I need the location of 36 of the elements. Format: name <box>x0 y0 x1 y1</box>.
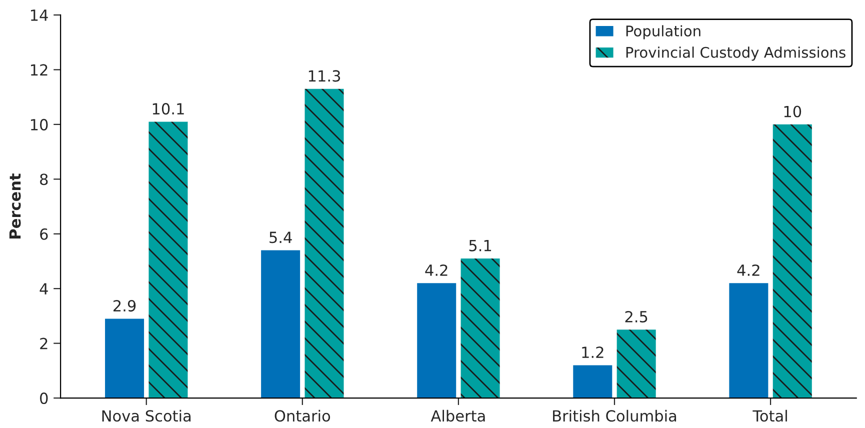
bar <box>148 122 188 398</box>
y-tick-label: 4 <box>40 283 48 294</box>
data-label: 2.9 <box>113 300 136 312</box>
y-axis-title: Percent <box>9 174 21 238</box>
x-tick-label: Nova Scotia <box>102 410 191 422</box>
y-tick-label: 12 <box>30 64 48 76</box>
data-label: 10.1 <box>152 103 184 115</box>
bar <box>105 318 144 398</box>
data-label: 10 <box>784 106 802 118</box>
legend-label: Provincial Custody Admissions <box>626 46 846 61</box>
bar <box>460 258 500 398</box>
y-tick-label: 8 <box>40 174 48 186</box>
legend-label: Population <box>626 25 700 40</box>
bar <box>616 330 656 398</box>
bar <box>772 124 812 398</box>
x-tick-label: Total <box>752 410 787 422</box>
data-label: 5.4 <box>270 232 292 244</box>
data-label: 2.5 <box>625 310 648 323</box>
x-tick-label: Ontario <box>274 410 330 422</box>
data-label: 5.1 <box>469 240 492 252</box>
y-tick-label: 2 <box>40 338 48 350</box>
x-tick-label: Alberta <box>430 410 485 422</box>
y-tick-label: 6 <box>40 228 48 240</box>
data-label: 4.2 <box>737 264 760 276</box>
x-tick-label: British Columbia <box>553 410 676 422</box>
bar <box>729 283 768 398</box>
bar <box>417 283 456 398</box>
y-tick-label: 0 <box>40 392 48 404</box>
bar <box>261 250 300 398</box>
y-tick-label: 10 <box>30 118 48 130</box>
y-tick-label: 14 <box>30 10 48 21</box>
bar <box>304 88 344 398</box>
data-label: 11.3 <box>308 70 340 82</box>
data-label: 4.2 <box>425 264 448 276</box>
bar <box>573 365 612 398</box>
data-label: 1.2 <box>582 346 604 358</box>
